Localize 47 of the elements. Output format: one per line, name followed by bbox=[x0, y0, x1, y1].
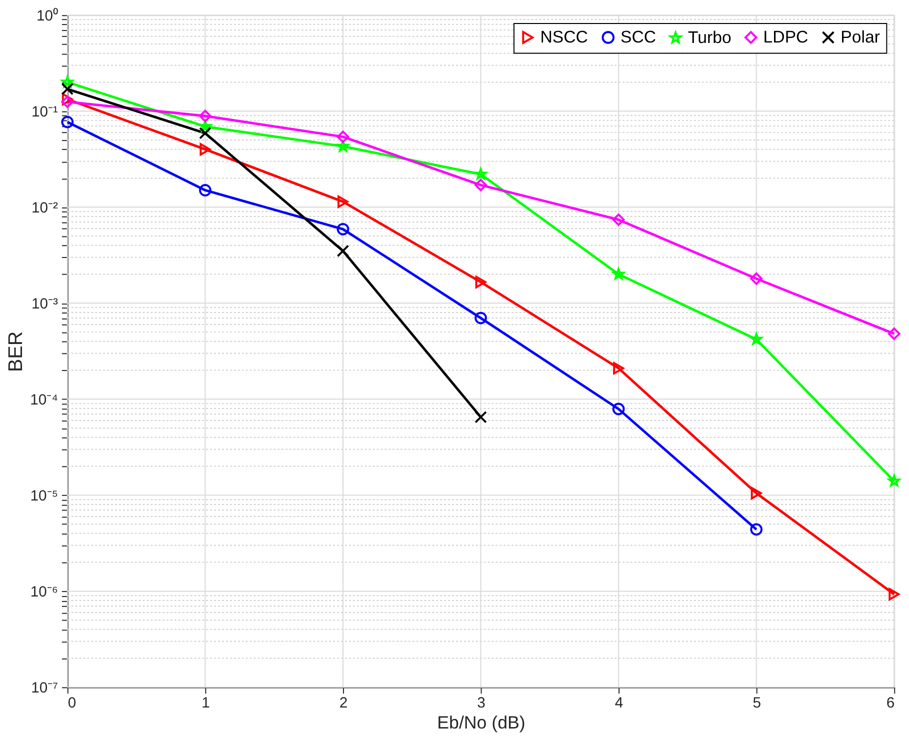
x-tick-label: 6 bbox=[886, 696, 895, 712]
point bbox=[336, 130, 350, 144]
point bbox=[888, 328, 900, 340]
point bbox=[750, 272, 763, 285]
point bbox=[199, 110, 212, 122]
legend-label: NSCC bbox=[540, 27, 588, 46]
point bbox=[612, 402, 625, 416]
point bbox=[200, 143, 211, 156]
x-axis-title: Eb/No (dB) bbox=[437, 712, 526, 732]
point bbox=[337, 195, 348, 208]
y-tick-label: 10⁻⁷ bbox=[31, 680, 58, 697]
point bbox=[61, 96, 74, 108]
legend-label: SCC bbox=[620, 27, 656, 46]
y-tick-label: 10⁻¹ bbox=[32, 104, 58, 121]
point bbox=[750, 523, 763, 536]
point bbox=[199, 120, 212, 132]
y-tick-label: 10⁰ bbox=[36, 8, 58, 25]
point bbox=[62, 93, 73, 106]
point bbox=[612, 214, 625, 226]
point bbox=[613, 362, 624, 374]
x-tick-label: 5 bbox=[752, 696, 761, 712]
point bbox=[336, 222, 350, 236]
y-tick-label: 10⁻² bbox=[32, 200, 58, 217]
point bbox=[474, 178, 487, 192]
x-tick-label: 3 bbox=[477, 696, 486, 712]
point bbox=[199, 126, 212, 140]
point bbox=[750, 486, 762, 500]
point bbox=[199, 184, 212, 196]
x-tick-label: 2 bbox=[339, 696, 348, 712]
y-axis-title: BER bbox=[5, 331, 28, 372]
legend-label: Turbo bbox=[688, 28, 732, 47]
point bbox=[474, 410, 487, 424]
y-tick-label: 10⁻⁴ bbox=[30, 392, 58, 409]
x-tick-label: 0 bbox=[68, 696, 76, 712]
x-tick-label: 1 bbox=[202, 696, 210, 712]
point bbox=[474, 312, 487, 324]
y-tick-label: 10⁻⁶ bbox=[30, 584, 58, 601]
legend-label: Polar bbox=[840, 27, 880, 46]
point bbox=[61, 116, 74, 128]
y-tick-label: 10⁻⁵ bbox=[30, 488, 58, 505]
point bbox=[888, 588, 900, 600]
legend-label: LDPC bbox=[763, 27, 808, 46]
point bbox=[61, 82, 74, 96]
y-tick-label: 10⁻³ bbox=[32, 296, 58, 313]
x-tick-label: 4 bbox=[614, 696, 624, 712]
point bbox=[336, 244, 350, 258]
point bbox=[475, 276, 486, 288]
